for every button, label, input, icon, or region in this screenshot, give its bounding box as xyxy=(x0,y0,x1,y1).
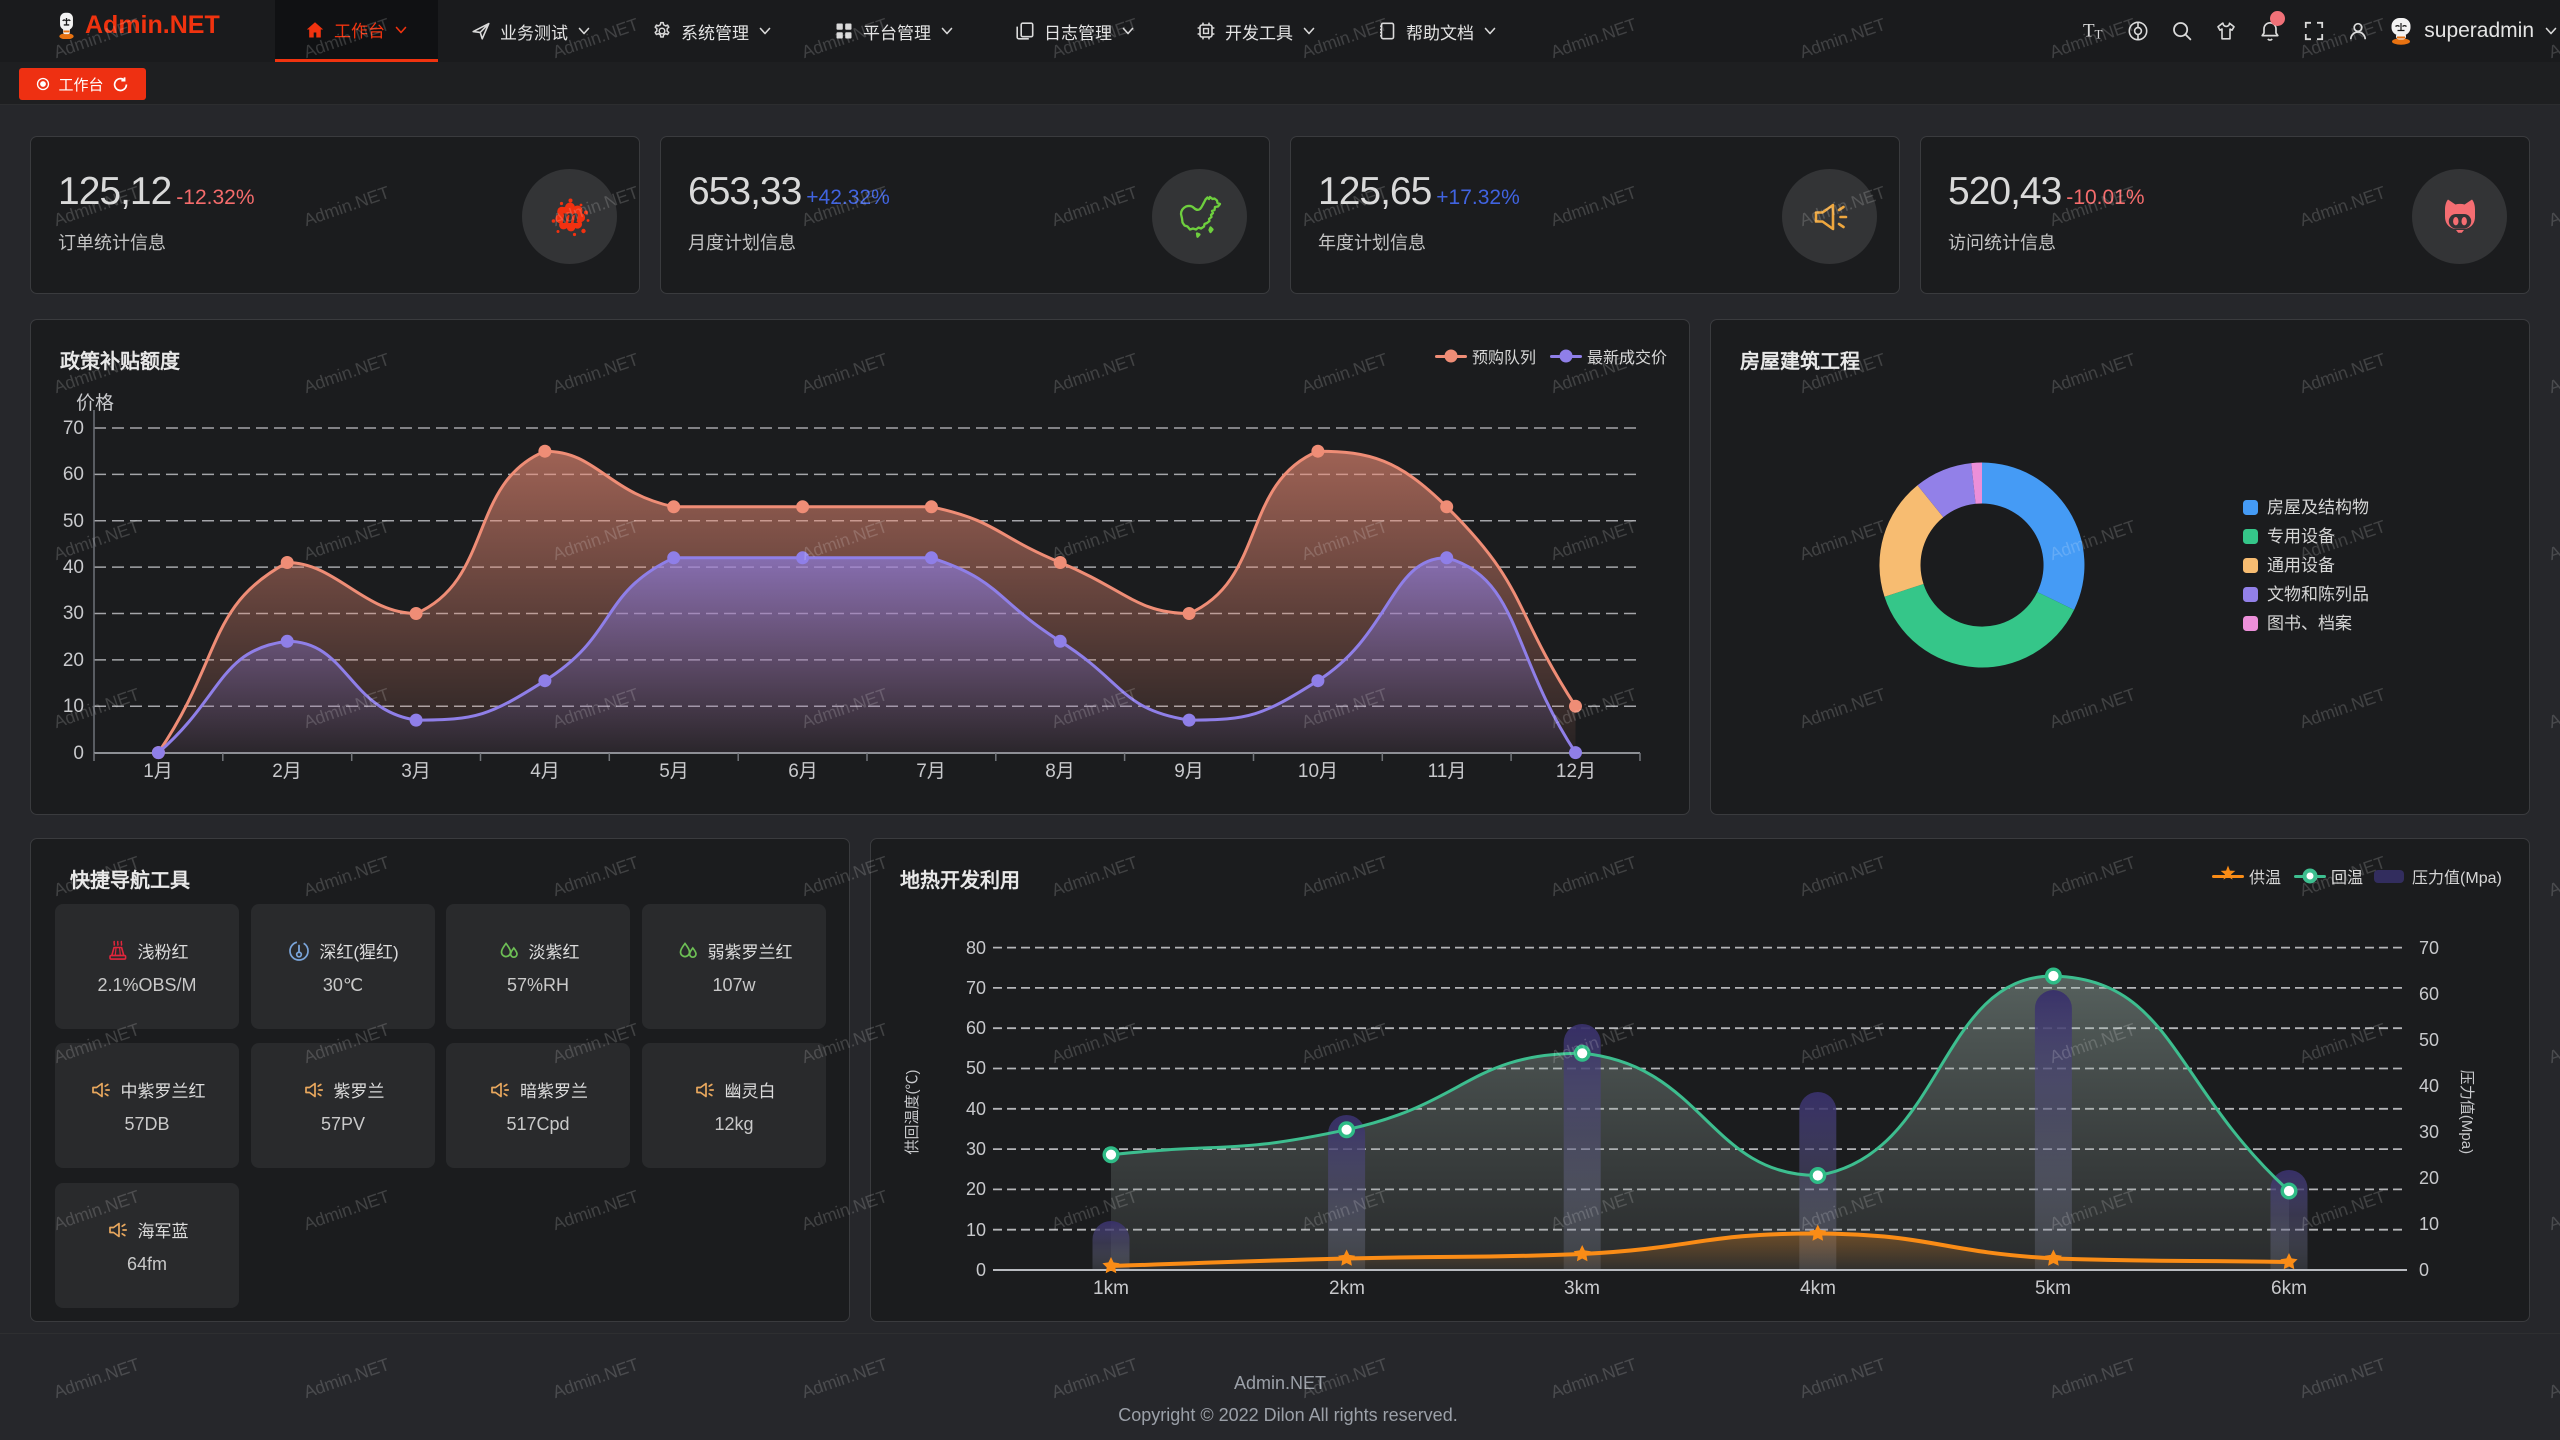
svg-text:50: 50 xyxy=(966,1058,986,1078)
svg-text:通用设备: 通用设备 xyxy=(2267,556,2335,575)
svg-text:T: T xyxy=(2095,27,2103,42)
svg-text:40: 40 xyxy=(2419,1076,2439,1096)
svg-text:70: 70 xyxy=(63,418,84,439)
svg-text:40: 40 xyxy=(63,557,84,578)
svg-text:70: 70 xyxy=(2419,938,2439,958)
svg-text:60: 60 xyxy=(966,1018,986,1038)
svg-text:专用设备: 专用设备 xyxy=(2267,527,2335,546)
svg-text:70: 70 xyxy=(966,978,986,998)
svg-text:50: 50 xyxy=(2419,1030,2439,1050)
svg-text:图书、档案: 图书、档案 xyxy=(2267,614,2352,633)
svg-text:0: 0 xyxy=(976,1260,986,1280)
svg-text:7月: 7月 xyxy=(916,761,946,782)
svg-text:12月: 12月 xyxy=(1556,761,1596,782)
svg-text:20: 20 xyxy=(63,650,84,671)
svg-text:1km: 1km xyxy=(1093,1278,1129,1299)
svg-text:9月: 9月 xyxy=(1174,761,1204,782)
svg-text:60: 60 xyxy=(2419,984,2439,1004)
svg-text:11月: 11月 xyxy=(1428,761,1467,782)
svg-text:5月: 5月 xyxy=(659,761,689,782)
svg-text:4km: 4km xyxy=(1800,1278,1836,1299)
svg-text:10: 10 xyxy=(966,1220,986,1240)
svg-text:40: 40 xyxy=(966,1099,986,1119)
svg-text:20: 20 xyxy=(2419,1168,2439,1188)
svg-text:10月: 10月 xyxy=(1298,761,1338,782)
svg-text:4月: 4月 xyxy=(530,761,560,782)
svg-text:30: 30 xyxy=(966,1139,986,1159)
svg-text:3月: 3月 xyxy=(401,761,431,782)
svg-text:8月: 8月 xyxy=(1045,761,1075,782)
svg-text:50: 50 xyxy=(63,511,84,532)
svg-text:压力值(Mpa): 压力值(Mpa) xyxy=(2458,1070,2475,1154)
svg-text:6km: 6km xyxy=(2271,1278,2307,1299)
svg-text:2km: 2km xyxy=(1329,1278,1365,1299)
svg-text:30: 30 xyxy=(63,603,84,624)
svg-text:60: 60 xyxy=(63,464,84,485)
svg-text:30: 30 xyxy=(2419,1122,2439,1142)
svg-text:0: 0 xyxy=(73,743,84,764)
svg-text:20: 20 xyxy=(966,1179,986,1199)
svg-text:80: 80 xyxy=(966,938,986,958)
svg-text:供回温度(℃): 供回温度(℃) xyxy=(904,1070,921,1155)
svg-text:m: m xyxy=(562,204,578,228)
svg-text:房屋及结构物: 房屋及结构物 xyxy=(2267,498,2369,517)
svg-text:T: T xyxy=(2083,21,2095,42)
svg-text:价格: 价格 xyxy=(76,392,114,414)
svg-text:6月: 6月 xyxy=(788,761,818,782)
svg-text:1月: 1月 xyxy=(143,761,173,782)
svg-text:10: 10 xyxy=(63,696,84,717)
svg-text:0: 0 xyxy=(2419,1260,2429,1280)
svg-text:2月: 2月 xyxy=(272,761,302,782)
svg-text:5km: 5km xyxy=(2035,1278,2071,1299)
svg-text:10: 10 xyxy=(2419,1214,2439,1234)
svg-text:3km: 3km xyxy=(1564,1278,1600,1299)
svg-text:文物和陈列品: 文物和陈列品 xyxy=(2267,585,2369,604)
